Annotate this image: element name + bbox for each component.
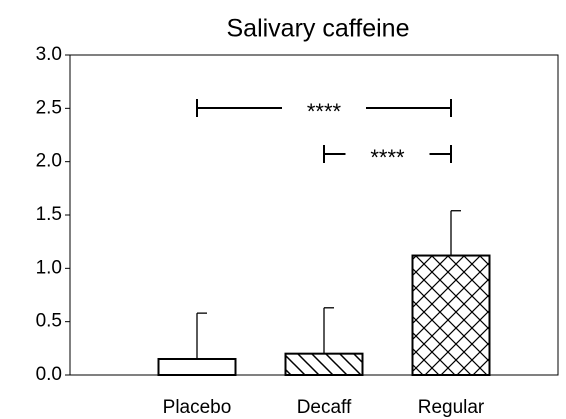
- bar: [411, 254, 491, 377]
- y-tick-label: 3.0: [36, 44, 62, 65]
- x-tick-label: Placebo: [163, 397, 232, 418]
- bar: [284, 352, 364, 376]
- y-tick-label: 0.5: [36, 311, 62, 332]
- y-tick-label: 2.5: [36, 97, 62, 118]
- bar: [157, 358, 237, 376]
- y-tick-label: 0.0: [36, 364, 62, 385]
- y-tick-label: 2.0: [36, 151, 62, 172]
- y-tick-label: 1.0: [36, 257, 62, 278]
- y-tick-label: 1.5: [36, 204, 62, 225]
- significance-label: ****: [370, 145, 405, 170]
- significance-label: ****: [307, 99, 342, 124]
- x-tick-label: Regular: [418, 397, 485, 418]
- chart-title: Salivary caffeine: [227, 15, 410, 43]
- x-tick-label: Decaff: [297, 397, 352, 418]
